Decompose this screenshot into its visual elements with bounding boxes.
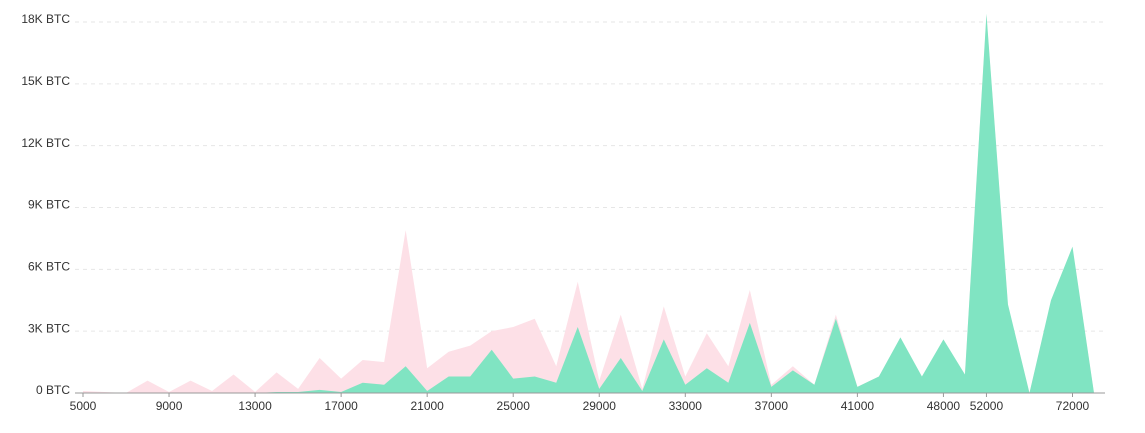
x-tick-label: 29000 [583, 399, 617, 413]
x-tick-label: 21000 [410, 399, 444, 413]
x-tick-label: 52000 [970, 399, 1004, 413]
x-tick-label: 25000 [497, 399, 531, 413]
x-tick-label: 37000 [755, 399, 789, 413]
x-tick-label: 13000 [238, 399, 272, 413]
y-tick-label: 6K BTC [28, 260, 70, 274]
x-tick-label: 72000 [1056, 399, 1090, 413]
y-tick-label: 9K BTC [28, 198, 70, 212]
x-tick-label: 41000 [841, 399, 875, 413]
x-tick-label: 9000 [156, 399, 183, 413]
y-tick-label: 18K BTC [21, 12, 70, 26]
x-tick-label: 33000 [669, 399, 703, 413]
y-tick-label: 15K BTC [21, 74, 70, 88]
area [83, 13, 1094, 394]
x-tick-label: 48000 [927, 399, 961, 413]
y-tick-label: 3K BTC [28, 321, 70, 335]
x-tick-label: 17000 [324, 399, 358, 413]
area [83, 15, 1094, 393]
y-tick-label: 0 BTC [36, 383, 70, 397]
y-tick-label: 12K BTC [21, 136, 70, 150]
x-tick-label: 5000 [70, 399, 97, 413]
